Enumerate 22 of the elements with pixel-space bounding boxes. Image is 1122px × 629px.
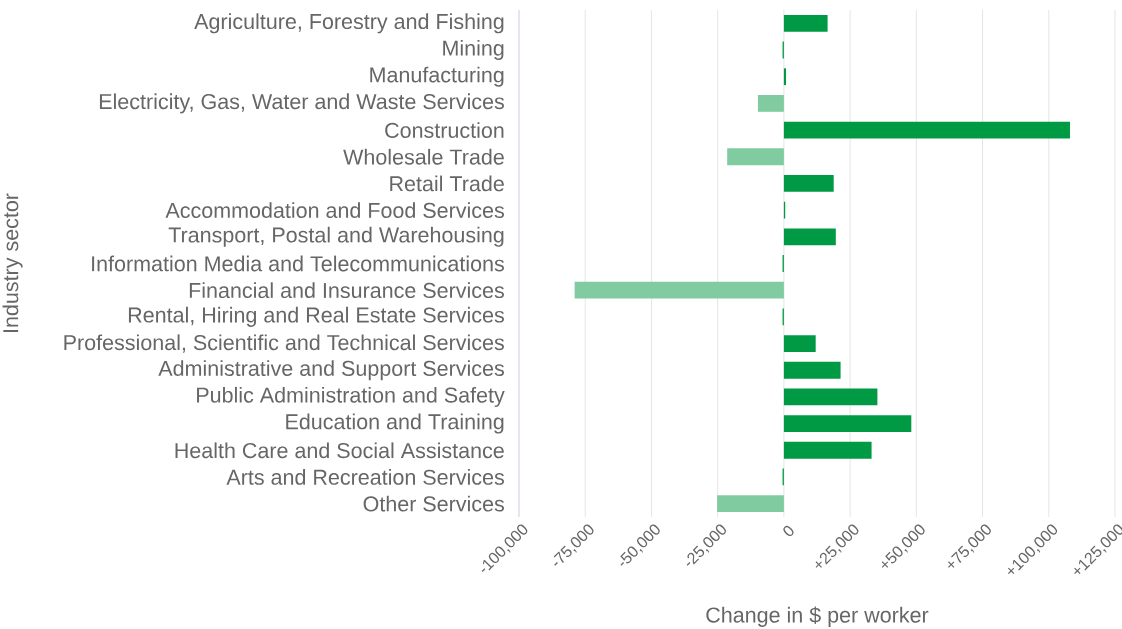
y-tick-label: Education and Training: [286, 413, 504, 434]
y-tick-label: Electricity, Gas, Water and Waste Services: [99, 93, 504, 114]
y-tick-label: Rental, Hiring and Real Estate Services: [128, 306, 504, 327]
y-tick-label: Information Media and Telecommunications: [92, 255, 504, 272]
y-tick-label: Accommodation and Food Services: [165, 202, 504, 219]
y-tick-label: Administrative and Support Services: [158, 360, 504, 381]
y-tick-label: Financial and Insurance Services: [189, 282, 504, 299]
x-axis-title: Change in $ per worker: [706, 606, 929, 627]
y-tick-label: Public Administration and Safety: [197, 386, 505, 407]
y-tick-label: Construction: [385, 122, 504, 138]
y-axis-title: Industry sector: [2, 193, 23, 333]
y-tick-label: Manufacturing: [370, 66, 504, 87]
y-tick-label: Transport, Postal and Warehousing: [168, 226, 504, 247]
y-tick-label: Wholesale Trade: [343, 148, 504, 165]
x-tick-label: 0: [783, 525, 794, 537]
y-tick-label: Other Services: [363, 495, 504, 512]
y-tick-label: Arts and Recreation Services: [226, 469, 504, 485]
y-tick-label: Professional, Scientific and Technical Services: [64, 334, 504, 353]
y-tick-label: Agriculture, Forestry and Fishing: [194, 13, 504, 34]
y-tick-label: Retail Trade: [390, 175, 504, 192]
y-tick-label: Health Care and Social Assistance: [175, 442, 504, 459]
y-tick-label: Mining: [443, 40, 504, 61]
